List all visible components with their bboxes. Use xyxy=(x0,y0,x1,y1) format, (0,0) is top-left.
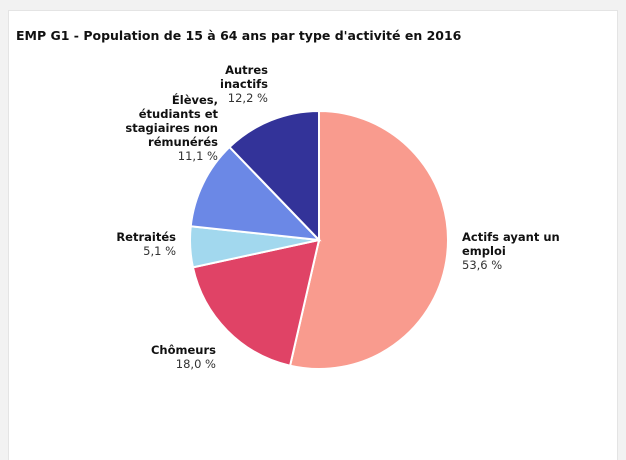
pie-slice xyxy=(191,238,321,367)
category-name: Retraités xyxy=(116,230,176,244)
slice-label: Retraités 5,1 % xyxy=(80,230,176,258)
pie-slice xyxy=(228,109,320,243)
category-name: Autres inactifs xyxy=(220,63,268,91)
slice-label: Chômeurs 18,0 % xyxy=(120,343,216,371)
category-name: Chômeurs xyxy=(150,343,216,357)
slice-label: Autres inactifs 12,2 % xyxy=(190,63,268,105)
chart-title: EMP G1 - Population de 15 à 64 ans par t… xyxy=(16,28,462,43)
value-label: 5,1 % xyxy=(143,244,176,258)
pie-slice xyxy=(288,109,449,370)
slice-label: Élèves, étudiants et stagiaires non rému… xyxy=(118,93,218,163)
pie-slice xyxy=(189,145,322,242)
slice-label: Actifs ayant un emploi 53,6 % xyxy=(462,230,572,272)
value-label: 53,6 % xyxy=(462,258,503,272)
value-label: 18,0 % xyxy=(175,357,216,371)
value-label: 11,1 % xyxy=(177,149,218,163)
category-name: Actifs ayant un emploi xyxy=(462,230,560,258)
value-label: 12,2 % xyxy=(227,91,268,105)
category-name: Élèves, étudiants et stagiaires non rému… xyxy=(125,93,218,149)
